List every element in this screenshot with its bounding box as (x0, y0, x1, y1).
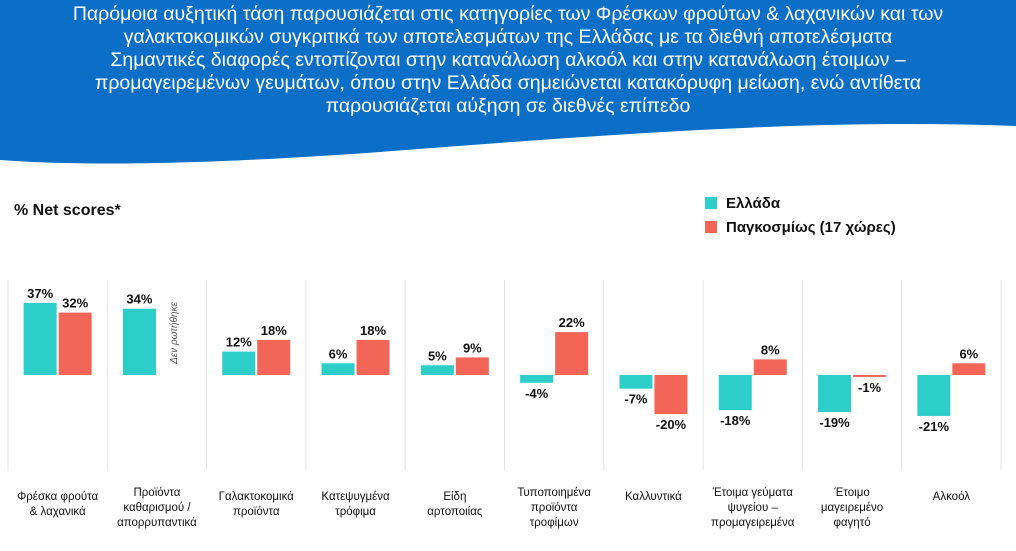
bar-global (555, 332, 589, 375)
header-line: Σημαντικές διαφορές εντοπίζονται στην κα… (110, 49, 906, 71)
bar-greece (917, 375, 951, 416)
category-label: Προϊόντα καθαρισμού / απορρυπαντικά (117, 487, 197, 529)
category-label: Έτοιμα γεύματα ψυγείου – προμαγειρεμένα (711, 487, 795, 529)
data-label: 8% (761, 342, 780, 357)
data-label: 6% (959, 346, 978, 361)
bar-greece (321, 363, 355, 375)
data-label: 22% (559, 315, 585, 330)
bar-global (455, 357, 489, 375)
category-label: Γαλακτοκομικά προϊόντα (219, 491, 295, 518)
data-label: -4% (525, 386, 549, 401)
legend-item-greece: Ελλάδα (705, 192, 896, 214)
data-label: 9% (463, 340, 482, 355)
legend-label-greece: Ελλάδα (726, 194, 781, 212)
header-line: παρουσιάζεται αύξηση σε διεθνές επίπεδο (325, 95, 691, 117)
bar-global (952, 363, 986, 375)
data-label: 32% (62, 296, 88, 311)
bar-greece (818, 375, 852, 413)
bar-global (654, 375, 688, 414)
category-label: Είδη αρτοποιίας (427, 491, 483, 518)
category-label: Αλκοόλ (933, 491, 971, 503)
bar-global (753, 359, 787, 375)
bar-global (356, 339, 390, 375)
data-label: -21% (919, 419, 950, 434)
legend-swatch-global (705, 221, 717, 233)
header-text: Παρόμοια αυξητική τάση παρουσιάζεται στι… (10, 3, 1006, 118)
data-label: -20% (656, 417, 687, 432)
data-label: 6% (329, 346, 348, 361)
header-line: γαλακτοκομικών συγκριτικά των αποτελεσμά… (123, 26, 893, 48)
category-label: Έτοιμο μαγειρεμένο φαγητό (821, 487, 883, 529)
data-label: -19% (819, 415, 850, 430)
bar-greece (23, 302, 57, 375)
header-line: Παρόμοια αυξητική τάση παρουσιάζεται στι… (72, 3, 944, 25)
data-label: -1% (858, 380, 882, 395)
legend-item-global: Παγκοσμίως (17 χώρες) (705, 216, 896, 238)
header-banner (0, 0, 1016, 164)
category-label: Καλλυντικά (625, 491, 682, 503)
bar-greece (420, 365, 454, 375)
legend-swatch-greece (705, 197, 717, 209)
data-label: 37% (27, 286, 53, 301)
category-label: Κατεψυγμένα τρόφιμα (321, 491, 390, 518)
legend: Ελλάδα Παγκοσμίως (17 χώρες) (705, 192, 896, 240)
bar-greece (718, 375, 752, 411)
bar-global (257, 339, 291, 375)
bar-global (853, 375, 887, 377)
chart-title: % Net scores* (14, 202, 121, 219)
legend-label-global: Παγκοσμίως (17 χώρες) (726, 218, 896, 236)
bar-greece (222, 351, 256, 375)
data-label: 18% (360, 323, 386, 338)
category-label: Φρέσκα φρούτα & λαχανικά (17, 491, 98, 518)
bar-greece (619, 375, 653, 389)
data-label: 18% (261, 323, 287, 338)
data-label: 5% (428, 348, 447, 363)
bar-greece (520, 375, 554, 383)
data-label: 34% (126, 292, 152, 307)
header-line: προμαγειρεμένων γευμάτων, όπου στην Ελλά… (94, 72, 922, 94)
bar-global (58, 312, 92, 375)
not-asked-label: Δεν ρωτήθηκε (168, 301, 180, 364)
bar-greece (122, 308, 156, 375)
data-label: -18% (720, 413, 751, 428)
category-label: Τυποποιημένα προϊόντα τροφίμων (517, 487, 591, 529)
data-label: -7% (624, 392, 648, 407)
data-label: 12% (226, 335, 252, 350)
